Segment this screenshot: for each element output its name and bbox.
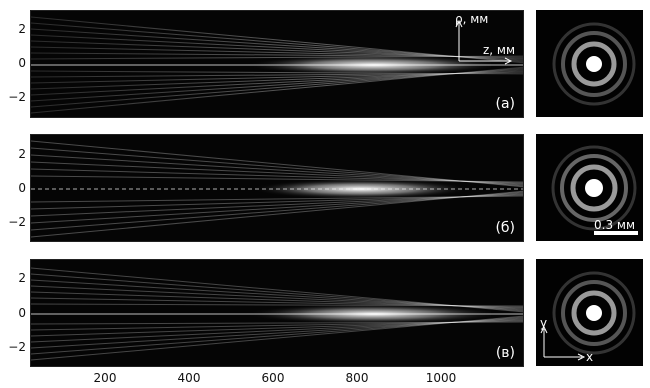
xtick-1000: 1000: [425, 371, 457, 385]
scale-bar-label: 0.3 мм: [594, 218, 636, 232]
y-axis-label: y: [540, 316, 548, 330]
beam-pattern-a: [31, 16, 523, 114]
panel-label-b: (б): [495, 220, 515, 236]
ytick-c-2: 2: [18, 271, 26, 285]
ytick-b-neg2: −2: [8, 215, 26, 229]
ring-pattern-c: [540, 271, 636, 361]
z-axis-label: z, мм: [483, 43, 516, 57]
ytick-c-0: 0: [18, 306, 26, 320]
ytick-a-2: 2: [18, 22, 26, 36]
beam-pattern-c: [31, 267, 523, 361]
ytick-b-0: 0: [18, 181, 26, 195]
xtick-600: 600: [261, 371, 285, 385]
panel-label-a: (a): [495, 96, 515, 112]
panel-label-c: (в): [495, 345, 515, 361]
x-axis-label: x: [586, 350, 594, 364]
rho-axis-label: ρ, мм: [455, 12, 489, 26]
ring-pattern-a: [552, 22, 636, 106]
ytick-b-2: 2: [18, 147, 26, 161]
xtick-200: 200: [93, 371, 117, 385]
ring-image-b: 0.3 мм: [536, 134, 643, 241]
panel-c-image: (в): [30, 259, 524, 367]
ring-pattern-b: [551, 145, 638, 235]
ytick-a-neg2: −2: [8, 90, 26, 104]
ring-image-c: y x: [536, 259, 643, 366]
xtick-400: 400: [177, 371, 201, 385]
panel-a-image: (a) ρ, мм z, мм: [30, 10, 524, 118]
ring-image-a: [536, 10, 643, 117]
beam-pattern-b: [31, 140, 523, 238]
panel-b-image: (б): [30, 134, 524, 242]
axes-arrows: [455, 19, 513, 65]
ytick-c-neg2: −2: [8, 340, 26, 354]
xtick-800: 800: [345, 371, 369, 385]
ytick-a-0: 0: [18, 56, 26, 70]
